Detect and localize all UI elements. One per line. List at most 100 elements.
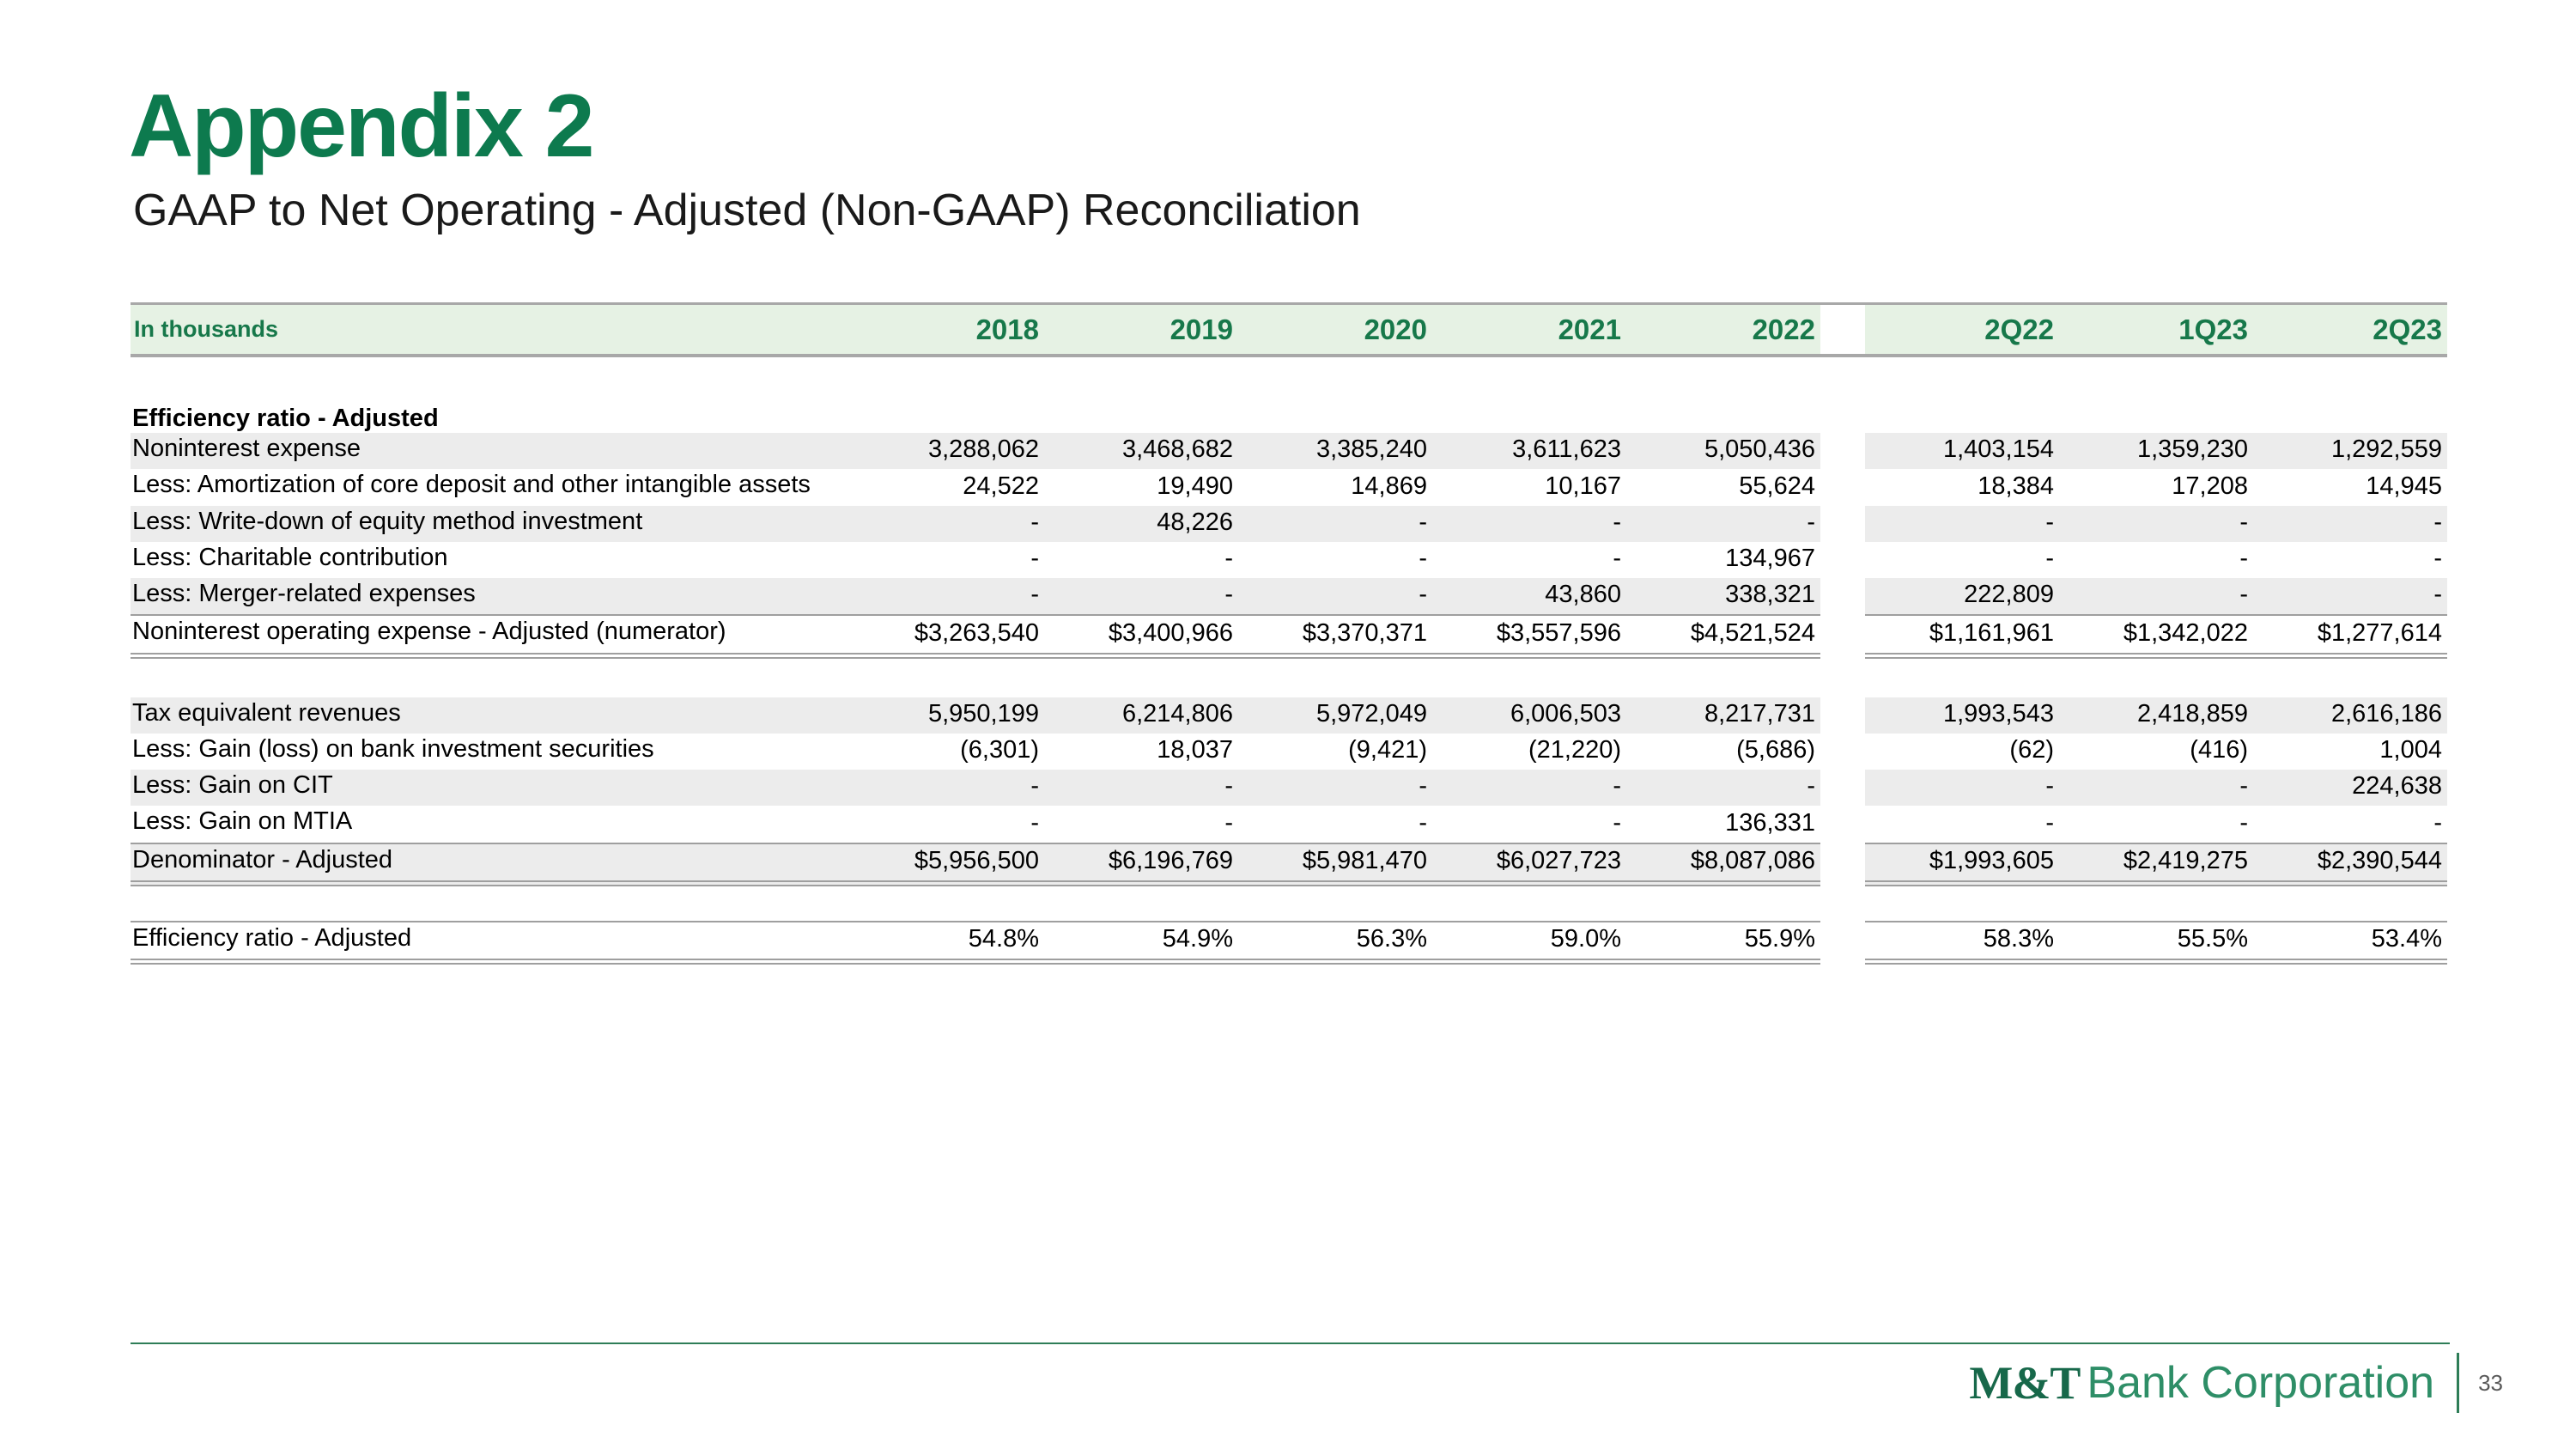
cell-value: 224,638 bbox=[2253, 770, 2447, 807]
table-row: Denominator - Adjusted $5,956,500 $6,196,7… bbox=[131, 842, 2447, 886]
mt-bank-logo-text: Bank Corporation bbox=[2087, 1358, 2435, 1408]
cell-value: - bbox=[2059, 770, 2253, 807]
cell-value: 1,993,543 bbox=[1865, 697, 2059, 734]
column-header: 2020 bbox=[1238, 305, 1432, 354]
cell-value: 8,217,731 bbox=[1626, 697, 1820, 734]
cell-value: - bbox=[2059, 505, 2253, 542]
table-row: Less: Merger-related expenses - - -43,860 33… bbox=[131, 578, 2447, 615]
column-header: 2Q23 bbox=[2253, 305, 2447, 354]
table-header-row: In thousands 2018 2019 2020 2021 2022 2Q22 1Q23… bbox=[131, 302, 2447, 357]
cell-value: - bbox=[2239, 808, 2248, 837]
cell-value: $3,263,540 bbox=[850, 614, 1044, 659]
cell-value: - bbox=[1432, 505, 1626, 542]
cell-value: 3,468,682 bbox=[1044, 433, 1238, 470]
cell-value: - bbox=[850, 770, 1044, 807]
cell-value: - bbox=[1613, 545, 1621, 573]
table-row: Less: Amortization of core deposit and o… bbox=[131, 469, 2447, 506]
column-gap bbox=[1820, 920, 1865, 965]
cell-value: 18,037 bbox=[1157, 736, 1233, 764]
cell-value: 6,214,806 bbox=[1044, 697, 1238, 734]
cell-value: - bbox=[1432, 770, 1626, 807]
cell-value: 54.9% bbox=[1044, 920, 1238, 965]
cell-value: - bbox=[2433, 545, 2442, 573]
cell-value: 48,226 bbox=[1044, 505, 1238, 542]
cell-value: $3,557,596 bbox=[1432, 614, 1626, 659]
row-label: Less: Charitable contribution bbox=[132, 543, 448, 571]
section-spacer bbox=[131, 659, 2447, 697]
cell-value: - bbox=[2253, 578, 2447, 615]
section-heading: Efficiency ratio - Adjusted bbox=[132, 405, 439, 432]
footer-divider-line bbox=[131, 1342, 2450, 1344]
cell-value: - bbox=[1224, 808, 1233, 837]
cell-value: $5,981,470 bbox=[1238, 842, 1432, 886]
cell-value: 10,167 bbox=[1545, 472, 1621, 500]
cell-value: - bbox=[2433, 808, 2442, 837]
column-gap bbox=[1820, 806, 1865, 843]
column-gap bbox=[1820, 770, 1865, 807]
row-label: Less: Write-down of equity method invest… bbox=[131, 505, 850, 542]
row-label: Efficiency ratio - Adjusted bbox=[131, 920, 850, 965]
cell-value: $5,956,500 bbox=[850, 842, 1044, 886]
cell-value: $6,196,769 bbox=[1044, 842, 1238, 886]
cell-value: 24,522 bbox=[963, 472, 1039, 500]
row-label: Less: Gain on CIT bbox=[131, 770, 850, 807]
cell-value: $1,993,605 bbox=[1865, 842, 2059, 886]
column-header: 2019 bbox=[1044, 305, 1238, 354]
cell-value: - bbox=[1613, 808, 1621, 837]
cell-value: - bbox=[2239, 545, 2248, 573]
reconciliation-table: In thousands 2018 2019 2020 2021 2022 2Q22 1Q23… bbox=[131, 302, 2447, 965]
cell-value: 53.4% bbox=[2253, 920, 2447, 965]
cell-value: $1,161,961 bbox=[1865, 614, 2059, 659]
cell-value: $2,390,544 bbox=[2253, 842, 2447, 886]
cell-value: $2,419,275 bbox=[2059, 842, 2253, 886]
row-label: Noninterest expense bbox=[131, 433, 850, 470]
cell-value: - bbox=[1626, 505, 1820, 542]
cell-value: $1,342,022 bbox=[2059, 614, 2253, 659]
cell-value: 56.3% bbox=[1238, 920, 1432, 965]
cell-value: - bbox=[1044, 770, 1238, 807]
cell-value: 2,616,186 bbox=[2253, 697, 2447, 734]
cell-value: - bbox=[2059, 578, 2253, 615]
column-gap bbox=[1820, 433, 1865, 470]
table-row: Efficiency ratio - Adjusted 54.8% 54.9% 56.… bbox=[131, 920, 2447, 965]
cell-value: 6,006,503 bbox=[1432, 697, 1626, 734]
cell-value: $4,521,524 bbox=[1626, 614, 1820, 659]
cell-value: $3,370,371 bbox=[1238, 614, 1432, 659]
footer: M&T Bank Corporation 33 bbox=[1969, 1350, 2503, 1416]
column-header: 2022 bbox=[1626, 305, 1820, 354]
cell-value: - bbox=[1030, 545, 1039, 573]
column-gap bbox=[1820, 578, 1865, 615]
cell-value: 14,869 bbox=[1351, 472, 1427, 500]
cell-value: 222,809 bbox=[1865, 578, 2059, 615]
cell-value: 3,611,623 bbox=[1432, 433, 1626, 470]
cell-value: - bbox=[2045, 545, 2054, 573]
cell-value: - bbox=[2045, 808, 2054, 837]
cell-value: 59.0% bbox=[1432, 920, 1626, 965]
row-label: Less: Amortization of core deposit and o… bbox=[132, 471, 811, 499]
cell-value: 136,331 bbox=[1725, 808, 1815, 837]
row-label: Less: Gain (loss) on bank investment sec… bbox=[132, 734, 654, 763]
cell-value: 5,950,199 bbox=[850, 697, 1044, 734]
cell-value: 18,384 bbox=[1978, 472, 2054, 500]
cell-value: 1,292,559 bbox=[2253, 433, 2447, 470]
cell-value: 1,004 bbox=[2379, 736, 2442, 764]
column-header: 2018 bbox=[850, 305, 1044, 354]
cell-value: - bbox=[850, 505, 1044, 542]
cell-value: - bbox=[1865, 505, 2059, 542]
cell-value: - bbox=[1626, 770, 1820, 807]
cell-value: - bbox=[1865, 770, 2059, 807]
cell-value: 3,385,240 bbox=[1238, 433, 1432, 470]
column-header: 2Q22 bbox=[1865, 305, 2059, 354]
cell-value: 17,208 bbox=[2172, 472, 2248, 500]
cell-value: 19,490 bbox=[1157, 472, 1233, 500]
table-row: Tax equivalent revenues 5,950,199 6,214,80… bbox=[131, 697, 2447, 734]
cell-value: 14,945 bbox=[2366, 472, 2442, 500]
cell-value: (416) bbox=[2190, 736, 2248, 764]
cell-value: - bbox=[1238, 770, 1432, 807]
cell-value: - bbox=[1238, 505, 1432, 542]
cell-value: 5,050,436 bbox=[1626, 433, 1820, 470]
column-gap bbox=[1820, 733, 1865, 770]
column-header: 1Q23 bbox=[2059, 305, 2253, 354]
cell-value: (6,301) bbox=[960, 736, 1039, 764]
